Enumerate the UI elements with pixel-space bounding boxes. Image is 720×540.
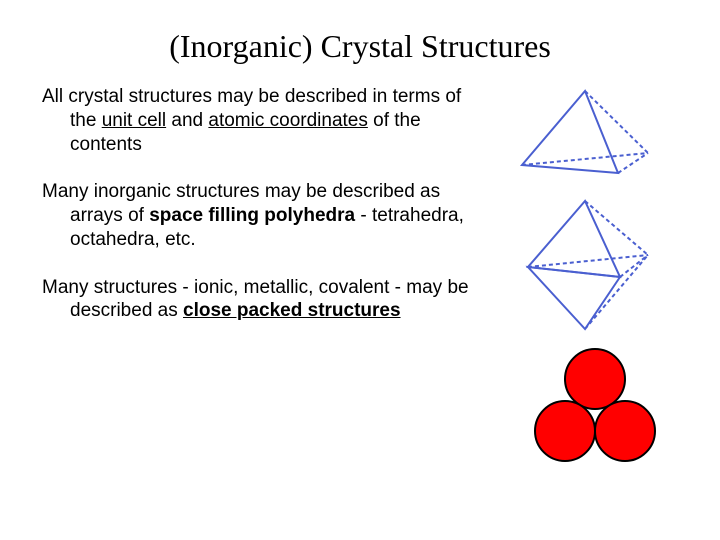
octahedron-figure (510, 195, 660, 335)
p1-unitcell: unit cell (102, 110, 166, 131)
sphere-top (565, 349, 625, 409)
paragraph-1: All crystal structures may be described … (42, 85, 470, 156)
oct-back-3 (528, 255, 648, 267)
oct-front-top (528, 201, 620, 277)
tetrahedron-figure (510, 85, 660, 185)
sphere-bottom-right (595, 401, 655, 461)
p3-closepacked: close packed structures (183, 300, 401, 321)
paragraph-2: Many inorganic structures may be describ… (42, 180, 470, 251)
p2-polyhedra: space filling polyhedra (149, 205, 355, 226)
oct-back-2 (585, 255, 648, 329)
content-row: All crystal structures may be described … (0, 85, 720, 347)
p1-text2: and (166, 110, 208, 131)
spheres-figure (530, 345, 660, 465)
tetrahedron-svg (510, 85, 660, 185)
tet-front-face (522, 91, 618, 173)
oct-front-bot (528, 267, 620, 329)
tet-back-edge-1 (585, 91, 648, 153)
spheres-svg (530, 345, 660, 465)
figure-column (480, 85, 700, 347)
oct-back-1 (585, 201, 648, 255)
text-column: All crystal structures may be described … (0, 85, 480, 347)
paragraph-3: Many structures - ionic, metallic, coval… (42, 276, 470, 324)
oct-back-4 (620, 255, 648, 277)
page-title: (Inorganic) Crystal Structures (0, 0, 720, 85)
tet-back-edge-2 (522, 153, 648, 165)
p1-atomic: atomic coordinates (208, 110, 367, 131)
octahedron-svg (510, 195, 660, 335)
sphere-bottom-left (535, 401, 595, 461)
